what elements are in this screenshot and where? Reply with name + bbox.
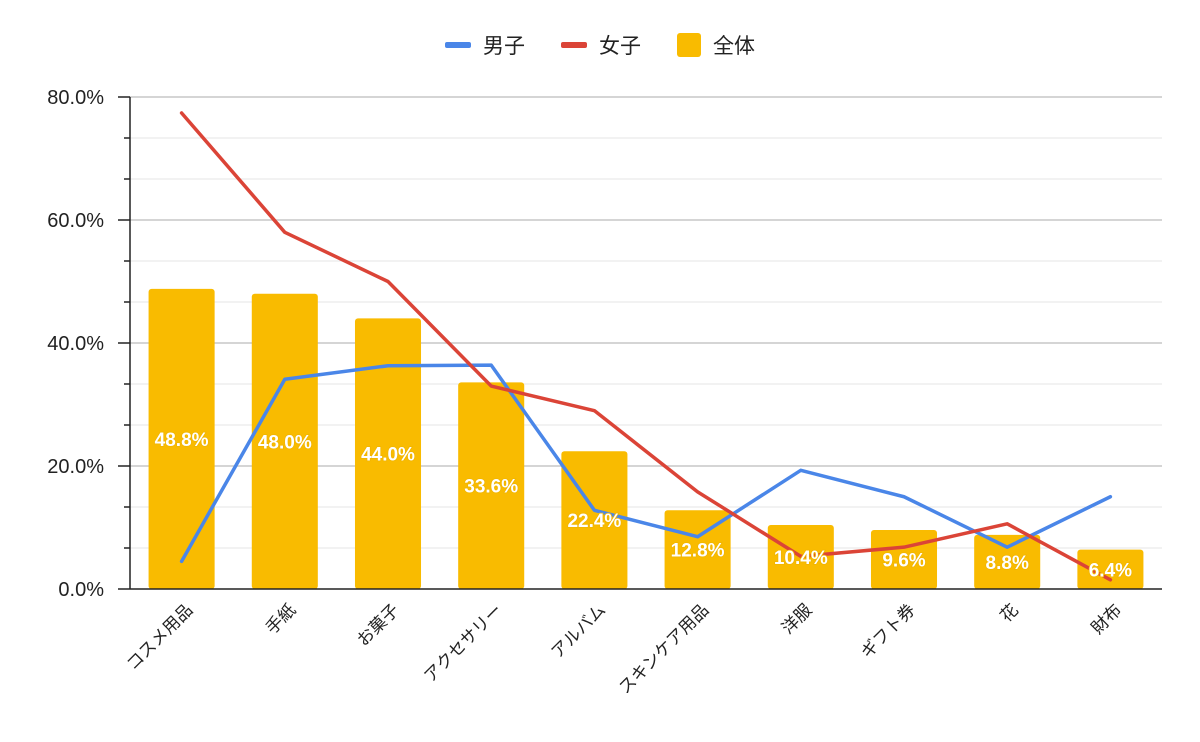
x-category-label: 花 — [997, 600, 1023, 626]
bar-overall — [458, 382, 525, 589]
data-label-overall: 8.8% — [986, 553, 1029, 574]
y-tick-label: 0.0% — [58, 579, 104, 601]
data-label-overall: 6.4% — [1089, 560, 1132, 581]
data-label-overall: 48.0% — [258, 432, 312, 453]
y-tick-label: 60.0% — [47, 210, 104, 232]
legend-item-boys[interactable]: 男子 — [445, 30, 525, 60]
x-category-label: お菓子 — [353, 600, 403, 650]
legend-label-girls: 女子 — [599, 34, 641, 58]
x-category-label: コスメ用品 — [123, 600, 197, 674]
x-category-label: アルバム — [548, 600, 610, 662]
legend-swatch-girls — [561, 42, 587, 48]
y-tick-label: 40.0% — [47, 333, 104, 355]
legend-swatch-overall — [677, 33, 701, 57]
bar-overall — [354, 318, 422, 589]
x-category-label: アクセサリー — [420, 600, 506, 686]
x-category-label: 洋服 — [778, 600, 816, 638]
x-category-label: スキンケア用品 — [615, 600, 713, 698]
data-label-overall: 10.4% — [774, 548, 828, 569]
legend-label-overall: 全体 — [713, 34, 755, 58]
legend-label-boys: 男子 — [483, 34, 525, 58]
bar-overall — [974, 534, 1041, 589]
data-label-overall: 48.8% — [155, 430, 209, 451]
legend-item-girls[interactable]: 女子 — [561, 30, 641, 60]
data-labels: 48.8% 48.0% 44.0% 33.6% 22.4% 12.8% 10.4% 9.6% 8… — [154, 429, 1133, 582]
legend-item-overall[interactable]: 全体 — [677, 30, 755, 60]
data-label-overall: 33.6% — [464, 477, 518, 498]
bar-series-overall — [148, 288, 1144, 589]
bar-overall — [148, 288, 215, 589]
data-label-overall: 9.6% — [882, 550, 925, 571]
y-tick-label: 80.0% — [47, 87, 104, 109]
y-tick-label: 20.0% — [47, 456, 104, 478]
line-series — [179, 111, 1113, 582]
x-category-label: 手紙 — [262, 600, 300, 638]
x-category-label: 財布 — [1088, 600, 1126, 638]
legend-swatch-boys — [445, 42, 471, 48]
data-label-overall: 22.4% — [567, 511, 621, 532]
data-label-overall: 44.0% — [361, 445, 415, 466]
chart-legend: 男子 女子 全体 — [0, 30, 1200, 60]
bar-overall — [251, 293, 318, 589]
bar-overall — [664, 510, 731, 589]
bar-overall — [1077, 549, 1144, 589]
data-label-overall: 12.8% — [671, 541, 725, 562]
line-girls — [179, 111, 1113, 582]
x-category-label: ギフト券 — [857, 600, 919, 662]
line-boys — [179, 363, 1113, 564]
